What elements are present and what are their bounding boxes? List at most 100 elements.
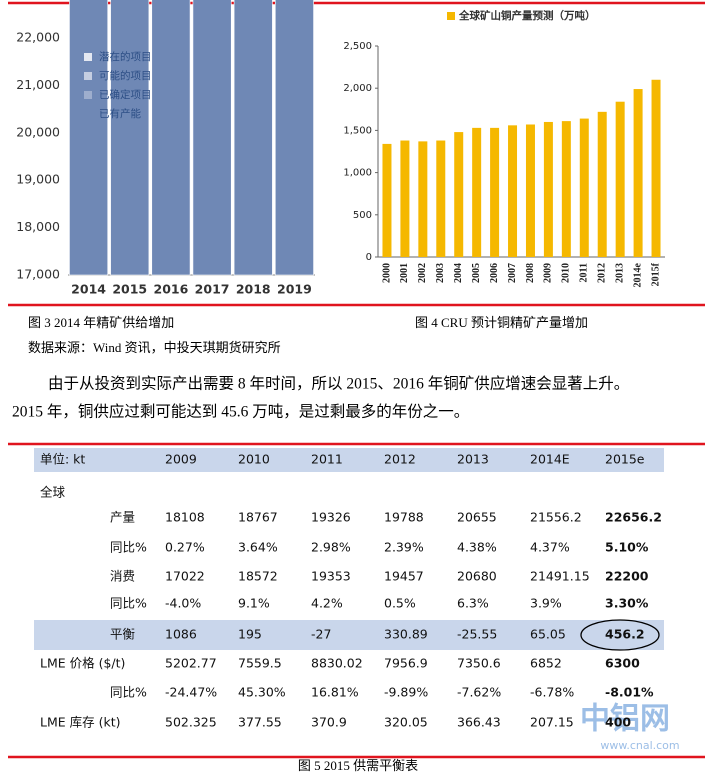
table-cell: 18572 [238,569,278,584]
row-highlight [34,620,664,650]
table-cell: 7559.5 [238,656,282,671]
x-tick-label: 2013 [614,263,625,283]
paragraph-line: 由于从投资到实际产出需要 8 年时间，所以 2015、2016 年铜矿供应增速会… [48,374,629,393]
table-cell: 0.27% [165,540,205,555]
table-cell: 18108 [165,510,205,525]
table-cell: 同比% [110,596,147,611]
table-cell: 同比% [110,685,147,700]
x-tick-label: 2004 [453,263,464,283]
bar [436,140,446,257]
bar-segment [274,0,314,276]
table-header-bg [34,448,664,472]
table-cell: 4.38% [457,540,497,555]
highlight-circle [580,619,660,651]
legend-label: 可能的项目 [99,69,152,82]
table-cell: 6300 [605,656,640,671]
y-tick-label: 22,000 [16,30,60,45]
table-cell: 7350.6 [457,656,501,671]
x-tick-label: 2010 [561,263,572,283]
table-cell: 2.98% [311,540,351,555]
table-cell: 6852 [530,656,562,671]
table-cell: 8830.02 [311,656,363,671]
bar [525,124,535,257]
x-tick-label: 2011 [579,263,590,282]
table-cell: 19326 [311,510,351,525]
legend-swatch [84,53,92,61]
table-cell: 16.81% [311,685,359,700]
legend-swatch [84,110,92,118]
x-tick-label: 2003 [435,263,446,283]
table-header: 2013 [457,452,489,467]
watermark-logo: 中铝网 [580,702,670,737]
caption: 图 4 CRU 预计铜精矿产量增加 [415,315,588,330]
table-header: 2014E [530,452,570,467]
table-cell: 22656.2 [605,510,662,525]
watermark-url: www.cnal.com [600,739,679,752]
caption: 图 5 2015 供需平衡表 [298,758,418,773]
y-tick-label: 17,000 [16,267,60,282]
table-cell: 产量 [110,510,135,525]
x-tick-label: 2007 [507,263,518,283]
table-header: 2012 [384,452,416,467]
y-tick-label: 2,000 [343,83,372,94]
table-header: 2010 [238,452,270,467]
bar [382,143,392,257]
table-cell: 20655 [457,510,497,525]
bar [400,140,410,257]
table-cell: 5.10% [605,540,649,555]
y-tick-label: 21,000 [16,77,60,92]
table-cell: 同比% [110,540,147,555]
table-cell: 3.9% [530,596,562,611]
x-tick-label: 2000 [381,263,392,283]
x-tick-label: 2008 [525,263,536,283]
bar-segment [69,0,109,276]
x-tick-label: 2006 [489,263,500,283]
legend-label: 已有产能 [99,107,141,120]
table-cell: 全球 [40,485,66,500]
table-cell: 45.30% [238,685,286,700]
table-cell: -27 [311,627,331,642]
bar [633,89,643,257]
table-cell: 21556.2 [530,510,582,525]
table-cell: 19457 [384,569,424,584]
y-tick-label: 1,500 [343,125,372,136]
bar [472,127,482,257]
bar-segment [151,0,191,276]
x-tick-label: 2015f [650,262,661,286]
caption: 图 3 2014 年精矿供给增加 [28,315,174,330]
table-cell: -6.78% [530,685,574,700]
x-tick-label: 2002 [417,263,428,283]
table-cell: -24.47% [165,685,217,700]
table-cell: 7956.9 [384,656,428,671]
y-tick-label: 0 [366,252,372,263]
table-cell: -4.0% [165,596,201,611]
table-cell: 5202.77 [165,656,217,671]
table-cell: 195 [238,627,262,642]
bar-segment [110,0,150,276]
table-cell: 2.39% [384,540,424,555]
x-tick-label: 2016 [154,282,189,297]
table-cell: 3.64% [238,540,278,555]
bar [418,141,428,257]
x-tick-label: 2018 [236,282,271,297]
legend-label: 已确定项目 [99,88,152,101]
x-tick-label: 2005 [471,263,482,283]
legend-swatch [447,12,455,20]
table-cell: 22200 [605,569,649,584]
bar [508,125,518,257]
paragraph-line: 2015 年，铜供应过剩可能达到 45.6 万吨，是过剩最多的年份之一。 [12,402,469,421]
bar-segment [192,0,232,276]
table-cell: 6.3% [457,596,489,611]
bar [543,121,553,258]
table-cell: 19788 [384,510,424,525]
table-cell: 320.05 [384,715,428,730]
source: 数据来源：Wind 资讯，中投天琪期货研究所 [28,340,281,355]
legend-swatch [84,72,92,80]
table-header: 2011 [311,452,343,467]
table-cell: LME 库存 (kt) [40,715,121,730]
table-cell: 平衡 [110,627,135,642]
x-tick-label: 2017 [195,282,230,297]
table-cell: 65.05 [530,627,566,642]
table-cell: -25.55 [457,627,497,642]
